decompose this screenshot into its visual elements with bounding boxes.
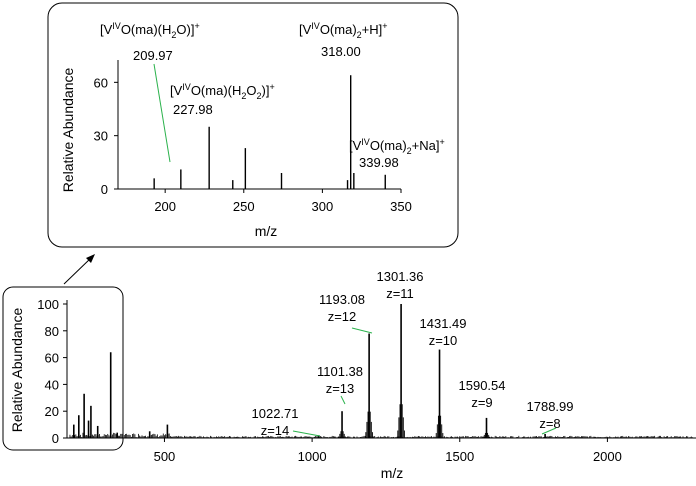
zoom-region-box (2, 286, 124, 451)
main-annotations: 1022.71 z=14 1101.38 z=13 1193.08 z=12 1301.36… (252, 269, 574, 438)
main-annotation-charge: z=14 (261, 423, 290, 438)
main-x-tick-label: 1500 (445, 449, 474, 464)
main-annotation-leader (351, 327, 373, 334)
main-x-ticks: 500 1000 1500 2000 (154, 438, 622, 464)
main-annotation-leader (340, 395, 346, 405)
main-x-tick-label: 2000 (593, 449, 622, 464)
inset-annotation-formula-318: [VIVO(ma)2+H]+ (299, 21, 388, 40)
main-y-ticks: 0 20 40 60 80 100 (37, 297, 67, 446)
main-x-tick-label: 1000 (298, 449, 327, 464)
main-x-axis-label: m/z (381, 465, 404, 481)
main-annotation-leader (541, 427, 557, 435)
inset-annotation-formula-339: [VIVO(ma)2+Na]+ (349, 137, 445, 156)
main-annotation-charge: z=12 (328, 309, 357, 324)
main-annotation-value: 1301.36 (377, 269, 424, 284)
main-y-tick-label: 80 (45, 324, 59, 339)
main-annotation-charge: z=13 (326, 381, 355, 396)
inset-annotation-value-339: 339.98 (359, 155, 399, 170)
main-peaks (72, 304, 549, 438)
main-annotation-value: 1431.49 (420, 316, 467, 331)
inset-annotation-value-209: 209.97 (133, 48, 173, 63)
inset-x-axis-label: m/z (255, 223, 278, 239)
inset-x-tick-label: 250 (233, 199, 255, 214)
main-annotation-charge: z=8 (539, 416, 560, 431)
inset-spectrum: 200 250 300 350 0 30 60 m/z Relative Abundanc… (60, 21, 445, 239)
main-y-tick-label: 100 (37, 297, 59, 312)
main-spectrum: 500 1000 1500 2000 0 20 40 60 80 100 m/z Relativ… (9, 269, 696, 481)
inset-annotation-formula-209: [VIVO(ma)(H2O)]+ (100, 21, 200, 40)
main-annotation-value: 1193.08 (319, 292, 365, 307)
main-y-axis-label: Relative Abundance (9, 308, 25, 433)
inset-x-ticks: 200 250 300 350 (154, 189, 412, 214)
main-annotation-charge: z=11 (386, 286, 414, 301)
inset-annotation-value-318: 318.00 (321, 44, 361, 59)
main-baseline-noise (69, 432, 693, 438)
inset-annotation-formula-227: [VIVO(ma)(H2O2)]+ (170, 82, 275, 101)
main-annotation-charge: z=10 (429, 333, 458, 348)
inset-frame (47, 2, 459, 248)
main-annotation-value: 1022.71 (252, 406, 299, 421)
inset-y-axis-label: Relative Abundance (60, 68, 76, 193)
main-y-tick-label: 0 (52, 431, 59, 446)
inset-y-tick-label: 0 (101, 182, 108, 197)
main-annotation-charge: z=9 (471, 395, 492, 410)
main-annotation-value: 1788.99 (527, 399, 574, 414)
main-y-tick-label: 60 (45, 351, 59, 366)
main-x-tick-label: 500 (154, 449, 176, 464)
inset-y-tick-label: 60 (94, 75, 108, 90)
inset-x-tick-label: 350 (390, 199, 412, 214)
main-annotation-leader (292, 430, 321, 437)
inset-annotation-value-227: 227.98 (173, 102, 213, 117)
zoom-arrow (63, 254, 95, 285)
main-annotation-value: 1590.54 (459, 378, 506, 393)
inset-y-tick-label: 30 (94, 129, 108, 144)
inset-leader-209 (153, 63, 171, 163)
main-axes (66, 300, 696, 439)
main-y-tick-label: 40 (45, 377, 59, 392)
inset-y-ticks: 0 30 60 (94, 75, 118, 197)
inset-peaks (153, 75, 386, 189)
inset-x-tick-label: 300 (312, 199, 334, 214)
inset-x-tick-label: 200 (154, 199, 176, 214)
main-y-tick-label: 20 (45, 404, 59, 419)
main-annotation-value: 1101.38 (317, 364, 363, 379)
